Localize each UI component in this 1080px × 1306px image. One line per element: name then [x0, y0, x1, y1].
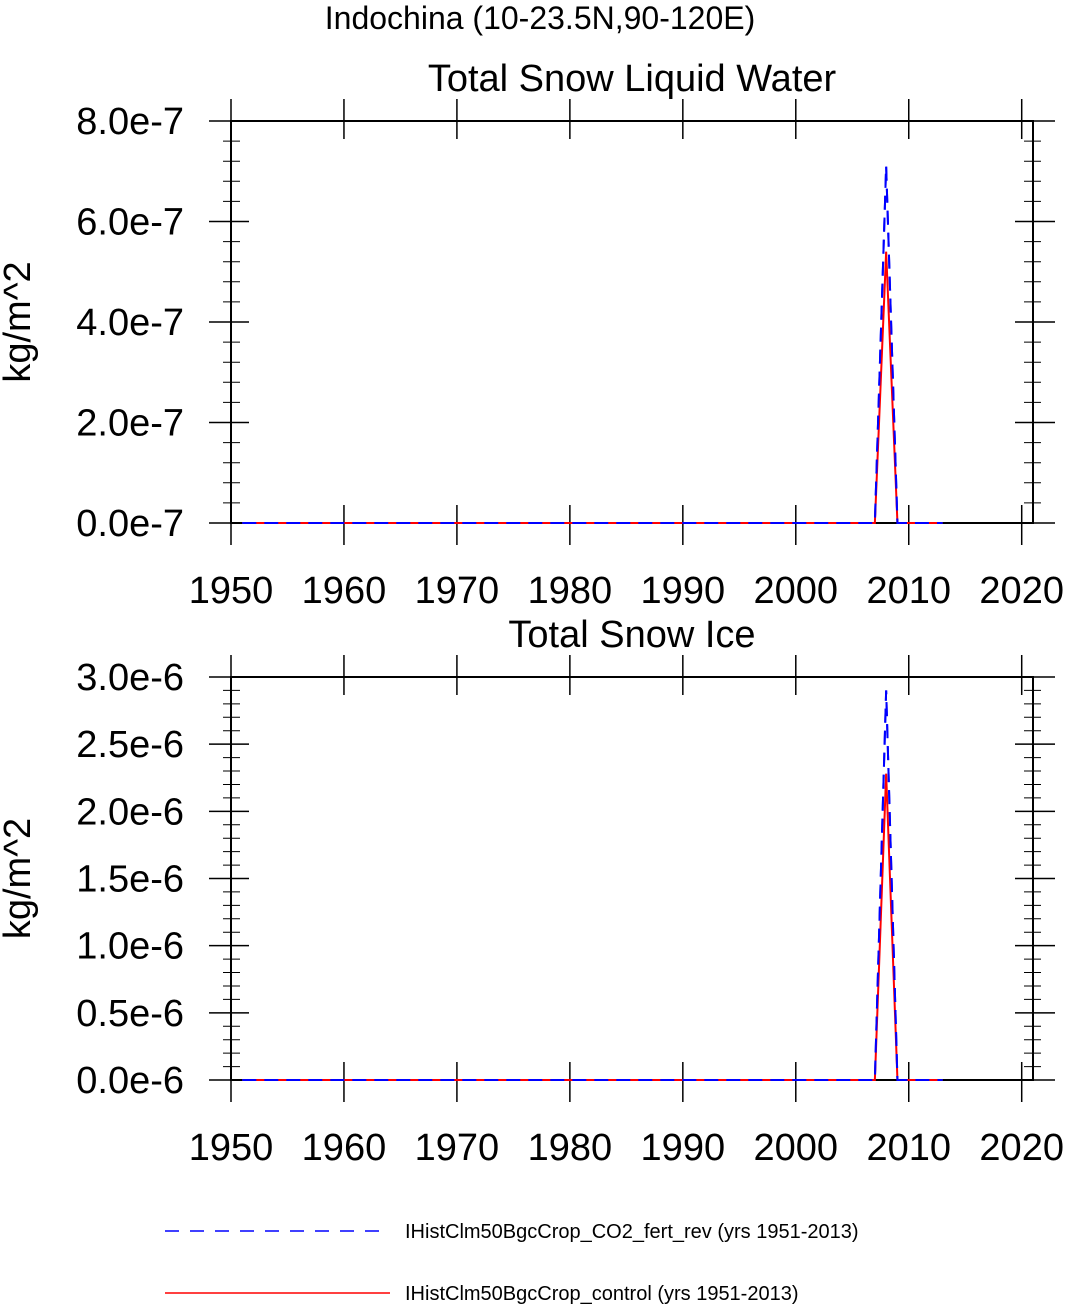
x-tick-label: 2000 [754, 570, 839, 612]
x-tick-label: 2000 [754, 1127, 839, 1169]
y-tick-label: 1.5e-6 [76, 859, 184, 901]
x-tick-label: 1960 [302, 570, 387, 612]
y-tick-label: 0.5e-6 [76, 993, 184, 1035]
y-tick-label: 8.0e-7 [76, 101, 184, 143]
y-axis-label: kg/m^2 [0, 261, 39, 382]
x-tick-label: 1960 [302, 1127, 387, 1169]
series-line-co2-fert-rev [242, 690, 943, 1081]
y-tick-label: 1.0e-6 [76, 926, 184, 968]
y-axis-label: kg/m^2 [0, 818, 39, 939]
legend-label-control: IHistClm50BgcCrop_control (yrs 1951-2013… [405, 1283, 799, 1305]
y-tick-label: 0.0e-7 [76, 503, 184, 545]
series-line-control [242, 773, 943, 1081]
x-tick-label: 1980 [528, 1127, 613, 1169]
y-tick-label: 3.0e-6 [76, 657, 184, 699]
x-tick-label: 1970 [415, 1127, 500, 1169]
x-tick-label: 1990 [641, 1127, 726, 1169]
x-tick-label: 2020 [979, 1127, 1064, 1169]
series-line-co2-fert-rev-overlay [242, 690, 943, 1081]
legend-label-co2-fert-rev: IHistClm50BgcCrop_CO2_fert_rev (yrs 1951… [405, 1221, 859, 1243]
x-tick-label: 2010 [866, 570, 951, 612]
y-tick-label: 2.0e-7 [76, 403, 184, 445]
series-line-co2-fert-rev-overlay [242, 166, 943, 524]
x-tick-label: 1970 [415, 570, 500, 612]
y-tick-label: 6.0e-7 [76, 202, 184, 244]
panel-snow-ice: Total Snow Ice kg/m^2 1950 1960 1970 1980 1990… [0, 614, 1064, 1169]
figure-title: Indochina (10-23.5N,90-120E) [325, 0, 756, 36]
panel-snow-liquid-water: Total Snow Liquid Water kg/m^2 1950 1960 197… [0, 58, 1064, 612]
x-tick-label: 1980 [528, 570, 613, 612]
x-tick-label: 2020 [979, 570, 1064, 612]
series-line-co2-fert-rev [242, 166, 943, 524]
x-tick-label: 1950 [189, 570, 274, 612]
plot-frame [230, 120, 1034, 524]
y-tick-label: 2.5e-6 [76, 724, 184, 766]
y-tick-label: 0.0e-6 [76, 1060, 184, 1102]
y-tick-label: 2.0e-6 [76, 791, 184, 833]
plot-frame [230, 676, 1034, 1081]
x-tick-label: 2010 [866, 1127, 951, 1169]
legend: IHistClm50BgcCrop_CO2_fert_rev (yrs 1951… [165, 1221, 859, 1305]
y-tick-label: 4.0e-7 [76, 302, 184, 344]
series-line-control [242, 251, 943, 524]
x-tick-label: 1990 [641, 570, 726, 612]
chart-title: Total Snow Liquid Water [428, 58, 837, 100]
x-tick-label: 1950 [189, 1127, 274, 1169]
chart-title: Total Snow Ice [508, 614, 755, 656]
